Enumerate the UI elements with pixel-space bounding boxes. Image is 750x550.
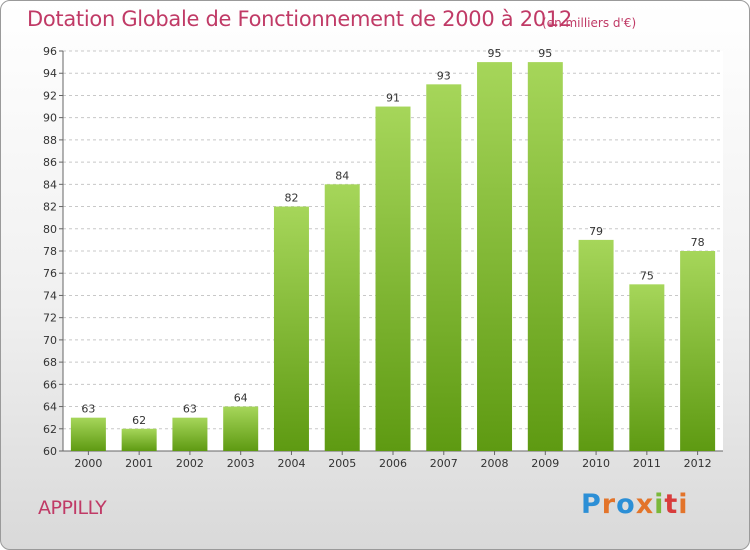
- y-tick-label: 70: [43, 334, 57, 347]
- bar: [477, 62, 513, 451]
- y-tick-label: 88: [43, 134, 57, 147]
- bar: [223, 406, 259, 451]
- y-tick-label: 94: [43, 67, 57, 80]
- commune-name: APPILLY: [38, 497, 107, 519]
- proxiti-logo[interactable]: Proxiti: [581, 489, 689, 520]
- y-tick-label: 74: [43, 289, 57, 302]
- bar: [172, 417, 208, 451]
- x-tick-label: 2001: [125, 457, 153, 470]
- bar: [426, 84, 462, 451]
- bar-value-label: 93: [437, 69, 451, 82]
- bar-value-label: 91: [386, 92, 400, 105]
- bar-value-label: 62: [132, 414, 146, 427]
- x-tick-label: 2000: [74, 457, 102, 470]
- bar: [121, 428, 157, 451]
- logo-letter: i: [678, 489, 689, 520]
- x-tick-label: 2004: [277, 457, 305, 470]
- bar: [680, 251, 716, 451]
- x-tick-label: 2010: [582, 457, 610, 470]
- y-tick-label: 68: [43, 356, 57, 369]
- y-tick-label: 78: [43, 245, 57, 258]
- logo-letter: t: [664, 489, 679, 520]
- x-tick-label: 2007: [430, 457, 458, 470]
- bar: [70, 417, 106, 451]
- bar-value-label: 79: [589, 225, 603, 238]
- bar-value-label: 63: [183, 403, 197, 416]
- x-tick-label: 2012: [684, 457, 712, 470]
- x-tick-label: 2008: [481, 457, 509, 470]
- chart-title: Dotation Globale de Fonctionnement de 20…: [27, 7, 572, 31]
- y-tick-label: 66: [43, 378, 57, 391]
- chart-unit: (en milliers d'€): [542, 16, 637, 30]
- y-tick-label: 86: [43, 156, 57, 169]
- x-tick-label: 2002: [176, 457, 204, 470]
- bar: [375, 106, 411, 452]
- logo-letter: x: [635, 489, 655, 520]
- bar-value-label: 95: [538, 47, 552, 60]
- bar: [527, 62, 563, 451]
- x-tick-label: 2011: [633, 457, 661, 470]
- logo-letter: r: [601, 489, 617, 520]
- x-tick-label: 2005: [328, 457, 356, 470]
- x-tick-label: 2009: [531, 457, 559, 470]
- logo-letter: P: [581, 489, 602, 520]
- bar-value-label: 63: [81, 403, 95, 416]
- bar: [629, 284, 665, 451]
- bar: [324, 184, 360, 452]
- bar: [578, 239, 614, 451]
- bar-value-label: 75: [640, 269, 654, 282]
- y-tick-label: 76: [43, 267, 57, 280]
- bar-value-label: 84: [335, 169, 349, 182]
- bar-value-label: 95: [488, 47, 502, 60]
- y-tick-label: 80: [43, 223, 57, 236]
- y-tick-label: 62: [43, 423, 57, 436]
- x-tick-label: 2003: [227, 457, 255, 470]
- y-tick-label: 90: [43, 112, 57, 125]
- logo-letter: i: [654, 489, 665, 520]
- bar-value-label: 64: [234, 392, 248, 405]
- x-tick-label: 2006: [379, 457, 407, 470]
- y-tick-label: 64: [43, 401, 57, 414]
- y-tick-label: 92: [43, 89, 57, 102]
- y-tick-label: 72: [43, 312, 57, 325]
- logo-letter: o: [616, 489, 636, 520]
- bar-value-label: 82: [284, 192, 298, 205]
- y-tick-label: 96: [43, 45, 57, 58]
- bar-value-label: 78: [691, 236, 705, 249]
- y-tick-label: 84: [43, 178, 57, 191]
- bar: [273, 206, 309, 451]
- y-tick-label: 82: [43, 201, 57, 214]
- y-tick-label: 60: [43, 445, 57, 458]
